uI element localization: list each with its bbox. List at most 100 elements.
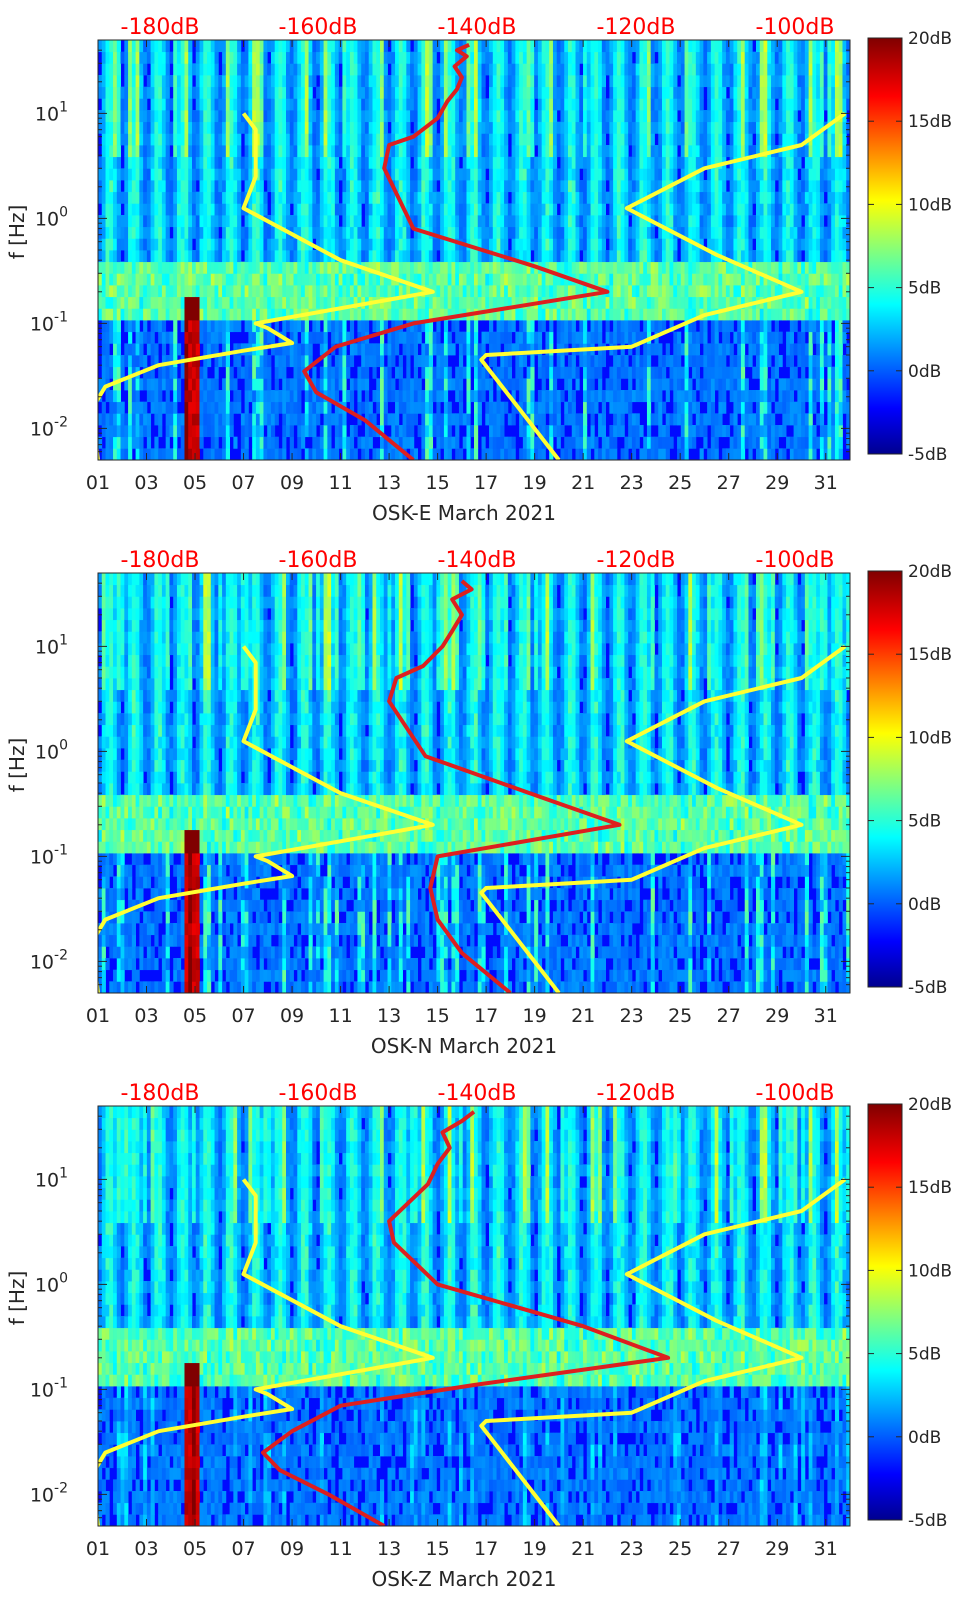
x-tick-label: 23 (620, 1538, 644, 1560)
x-tick-label: 09 (280, 472, 304, 494)
colorbar-tick-label: 10dB (908, 195, 952, 215)
y-axis-label: f [Hz] (5, 738, 29, 793)
colorbar-tick-label: 0dB (908, 362, 941, 382)
x-tick-label: 31 (814, 1005, 838, 1027)
y-tick-label: 10-2 (30, 947, 68, 973)
x-tick-label: 17 (474, 472, 498, 494)
x-tick-label: 27 (717, 1538, 741, 1560)
x-axis-label: OSK-Z March 2021 (372, 1567, 557, 1591)
x-tick-label: 25 (668, 1005, 692, 1027)
x-tick-label: 29 (765, 1538, 789, 1560)
x-tick-label: 19 (523, 472, 547, 494)
y-axis-label: f [Hz] (5, 1271, 29, 1326)
x-tick-label: 19 (523, 1538, 547, 1560)
panel-3: 01 03 05 07 09 11 13 15 17 19 21 23 25 27 29 31 10-2 10-1… (5, 1081, 952, 1591)
colorbar-tick-label: 15dB (908, 1178, 952, 1198)
x-tick-label: 23 (620, 472, 644, 494)
series-group (98, 579, 847, 993)
x-tick-label: 13 (377, 472, 401, 494)
x-tick-label: 13 (377, 1005, 401, 1027)
top-db-label: -120dB (597, 548, 676, 573)
y-tick-label: 10-1 (30, 842, 68, 868)
top-db-label: -140dB (438, 15, 517, 40)
colorbar-tick-label: 10dB (908, 1261, 952, 1281)
panel-2: 01 03 05 07 09 11 13 15 17 19 21 23 25 27 29 31 10-2 10-1… (5, 548, 952, 1058)
x-tick-label: 03 (134, 1005, 158, 1027)
top-db-label: -120dB (597, 15, 676, 40)
y-tick-label: 100 (35, 1270, 68, 1296)
colorbar-tick-label: 15dB (908, 112, 952, 132)
colorbar-tick-label: 15dB (908, 645, 952, 665)
red-noise-curve (261, 1110, 671, 1526)
x-tick-label: 29 (765, 1005, 789, 1027)
top-db-label: -100dB (756, 548, 835, 573)
top-db-label: -160dB (279, 15, 358, 40)
spectrogram-heatmap (98, 1106, 850, 1526)
colorbar-tick-label: 10dB (908, 728, 952, 748)
x-tick-label: 05 (183, 1538, 207, 1560)
y-tick-label: 101 (35, 99, 68, 125)
top-db-label: -100dB (756, 1081, 835, 1106)
colorbar-tick-label: -5dB (908, 445, 947, 465)
x-tick-label: 09 (280, 1005, 304, 1027)
x-tick-label: 13 (377, 1538, 401, 1560)
x-tick-label: 07 (231, 1005, 255, 1027)
x-tick-label: 25 (668, 1538, 692, 1560)
yellow-noise-model-curve-2 (479, 1177, 847, 1526)
x-tick-label: 01 (86, 1005, 110, 1027)
y-tick-label: 101 (35, 632, 68, 658)
x-tick-label: 15 (426, 472, 450, 494)
x-tick-label: 23 (620, 1005, 644, 1027)
x-tick-label: 01 (86, 472, 110, 494)
x-tick-label: 11 (328, 472, 352, 494)
colorbar-tick-label: 5dB (908, 812, 941, 832)
top-db-label: -120dB (597, 1081, 676, 1106)
colorbar-tick-label: 5dB (908, 279, 941, 299)
series-group (98, 42, 847, 460)
top-db-label: -140dB (438, 548, 517, 573)
x-tick-label: 11 (328, 1538, 352, 1560)
colorbar-tick-label: 20dB (908, 29, 952, 49)
x-tick-label: 25 (668, 472, 692, 494)
top-db-label: -180dB (121, 15, 200, 40)
x-tick-label: 17 (474, 1005, 498, 1027)
x-tick-label: 21 (571, 472, 595, 494)
top-db-label: -160dB (279, 548, 358, 573)
x-tick-label: 27 (717, 472, 741, 494)
yellow-noise-model-curve-2 (479, 111, 847, 460)
colorbar-tick-label: 0dB (908, 1428, 941, 1448)
colorbar-tick-label: 20dB (908, 562, 952, 582)
x-tick-label: 01 (86, 1538, 110, 1560)
yellow-noise-model-curve-2 (479, 644, 847, 993)
x-tick-label: 03 (134, 472, 158, 494)
colorbar: -5dB 0dB 5dB 10dB 15dB 20dB (867, 29, 952, 465)
y-tick-label: 100 (35, 204, 68, 230)
y-tick-label: 10-2 (30, 414, 68, 440)
x-tick-label: 05 (183, 472, 207, 494)
top-db-label: -100dB (756, 15, 835, 40)
x-tick-label: 27 (717, 1005, 741, 1027)
spectrogram-heatmap (98, 40, 850, 460)
yellow-noise-model-curve-1 (98, 1178, 435, 1526)
top-db-label: -180dB (121, 548, 200, 573)
x-tick-label: 15 (426, 1538, 450, 1560)
colorbar-tick-label: -5dB (908, 1511, 947, 1531)
series-group (98, 1110, 847, 1526)
x-tick-label: 05 (183, 1005, 207, 1027)
panel-1: 01 03 05 07 09 11 13 15 17 19 21 23 25 27 29 31 10-2 10-1… (5, 15, 952, 525)
x-tick-label: 19 (523, 1005, 547, 1027)
top-db-label: -160dB (279, 1081, 358, 1106)
top-db-label: -180dB (121, 1081, 200, 1106)
y-tick-label: 100 (35, 737, 68, 763)
colorbar-tick-label: 20dB (908, 1095, 952, 1115)
red-noise-curve (302, 42, 610, 460)
x-tick-label: 09 (280, 1538, 304, 1560)
y-tick-label: 10-1 (30, 1375, 68, 1401)
x-tick-label: 31 (814, 472, 838, 494)
yellow-noise-model-curve-1 (98, 645, 435, 993)
top-db-label: -140dB (438, 1081, 517, 1106)
colorbar: -5dB 0dB 5dB 10dB 15dB 20dB (867, 1095, 952, 1531)
x-axis-label: OSK-N March 2021 (371, 1034, 557, 1058)
x-tick-label: 07 (231, 1538, 255, 1560)
colorbar-tick-label: -5dB (908, 978, 947, 998)
